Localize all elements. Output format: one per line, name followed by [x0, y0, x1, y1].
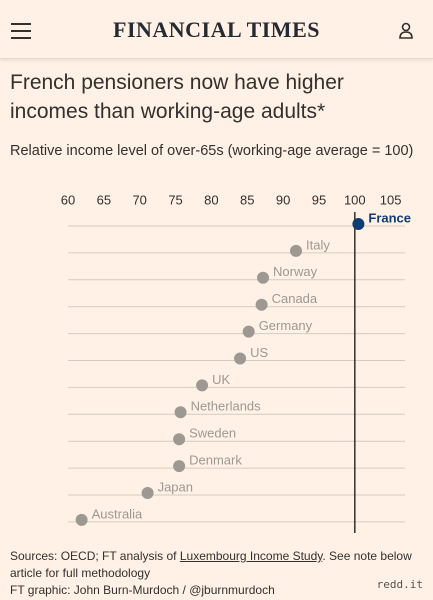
dot: [290, 244, 303, 257]
dot-label: Australia: [92, 506, 143, 521]
credit: FT graphic: John Burn-Murdoch / @jburnmu…: [10, 583, 275, 597]
dot: [234, 352, 247, 365]
x-tick-label: 70: [132, 192, 146, 207]
account-icon[interactable]: [399, 22, 413, 39]
dot-label: Germany: [259, 318, 313, 333]
dot-label: Japan: [158, 479, 193, 494]
x-tick-label: 105: [380, 192, 402, 207]
x-tick-label: 85: [240, 192, 254, 207]
dot-label: US: [250, 345, 268, 360]
dot-label: UK: [212, 372, 230, 387]
dot-label: Italy: [306, 237, 330, 252]
header-icons: [11, 22, 413, 39]
dot: [196, 379, 209, 392]
dot: [141, 487, 154, 499]
dot-label: France: [368, 210, 411, 225]
x-tick-label: 60: [61, 192, 75, 207]
x-tick-label: 90: [276, 192, 290, 207]
dot: [255, 298, 268, 311]
footer: Sources: OECD; FT analysis of Luxembourg…: [10, 548, 420, 599]
masthead[interactable]: FINANCIAL TIMES: [113, 17, 320, 42]
dot-label: Netherlands: [191, 399, 262, 414]
source-text: . See note below article for full method…: [10, 549, 412, 580]
dot: [174, 406, 187, 419]
dot: [242, 325, 255, 338]
source-text: Sources: OECD; FT analysis of: [10, 549, 180, 563]
x-tick-label: 65: [97, 192, 111, 207]
dot: [173, 433, 186, 446]
dot-label: Canada: [272, 291, 318, 306]
source: Sources: OECD; FT analysis of Luxembourg…: [10, 548, 420, 582]
dot: [352, 218, 365, 230]
chart-title: French pensioners now have higher income…: [10, 71, 344, 123]
header: FINANCIAL TIMES: [0, 0, 433, 59]
dot-label: Norway: [273, 264, 318, 279]
dot: [173, 460, 186, 473]
dot: [257, 271, 270, 284]
x-tick-label: 100: [344, 192, 366, 207]
source-link[interactable]: Luxembourg Income Study: [179, 549, 323, 563]
menu-icon[interactable]: [11, 23, 31, 39]
chart-subtitle: Relative income level of over-65s (worki…: [10, 143, 414, 159]
dot-label: Sweden: [189, 426, 236, 441]
x-tick-label: 80: [204, 192, 218, 207]
x-tick-label: 95: [312, 192, 326, 207]
dot-label: Denmark: [189, 453, 242, 468]
dot: [75, 513, 88, 526]
watermark: redd.it: [376, 578, 423, 591]
x-tick-label: 75: [168, 192, 182, 207]
